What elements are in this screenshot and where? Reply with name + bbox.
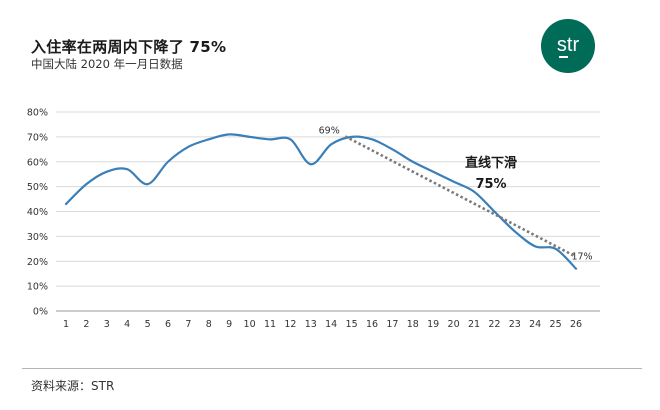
str-logo-circle <box>541 19 595 73</box>
x-tick-label: 11 <box>264 319 276 330</box>
x-tick-label: 2 <box>83 319 89 330</box>
trend-start-label: 69% <box>319 125 340 136</box>
footer-divider <box>22 368 642 369</box>
x-tick-label: 7 <box>185 319 191 330</box>
source-note: 资料来源：STR <box>31 379 115 393</box>
y-tick-label: 10% <box>27 282 48 293</box>
y-tick-label: 0% <box>33 307 48 318</box>
x-tick-label: 4 <box>124 319 130 330</box>
x-tick-label: 21 <box>468 319 480 330</box>
x-tick-label: 14 <box>325 319 337 330</box>
x-tick-label: 25 <box>550 319 562 330</box>
chart-subtitle: 中国大陆 2020 年一月日数据 <box>31 57 183 71</box>
str-logo: str <box>541 19 595 73</box>
series-line <box>64 133 578 270</box>
x-tick-label: 10 <box>244 319 256 330</box>
x-tick-label: 17 <box>386 319 398 330</box>
y-tick-label: 60% <box>27 157 48 168</box>
x-tick-label: 15 <box>346 319 358 330</box>
x-tick-label: 20 <box>448 319 460 330</box>
x-tick-label: 19 <box>427 319 439 330</box>
chart-title: 入住率在两周内下降了 75% <box>31 38 227 56</box>
str-logo-text: str <box>557 34 580 56</box>
x-tick-label: 26 <box>570 319 582 330</box>
x-tick-label: 6 <box>165 319 171 330</box>
y-tick-label: 20% <box>27 257 48 268</box>
x-tick-label: 22 <box>488 319 500 330</box>
x-tick-label: 1 <box>63 319 69 330</box>
x-tick-label: 9 <box>226 319 232 330</box>
trend-line <box>344 135 575 257</box>
x-tick-label: 23 <box>509 319 521 330</box>
str-logo-underline <box>559 56 568 58</box>
x-tick-label: 16 <box>366 319 378 330</box>
x-tick-label: 8 <box>206 319 212 330</box>
y-tick-label: 40% <box>27 207 48 218</box>
y-tick-label: 50% <box>27 182 48 193</box>
x-tick-label: 12 <box>284 319 296 330</box>
y-tick-label: 30% <box>27 232 48 243</box>
x-tick-label: 3 <box>104 319 110 330</box>
trend-annotation-value: 75% <box>475 177 506 192</box>
x-tick-label: 13 <box>305 319 317 330</box>
x-tick-label: 24 <box>529 319 541 330</box>
y-tick-label: 70% <box>27 132 48 143</box>
x-tick-label: 18 <box>407 319 419 330</box>
y-tick-label: 80% <box>27 108 48 119</box>
trend-annotation: 直线下滑 <box>465 155 517 171</box>
x-tick-label: 5 <box>145 319 151 330</box>
trend-end-label: 17% <box>571 252 592 263</box>
